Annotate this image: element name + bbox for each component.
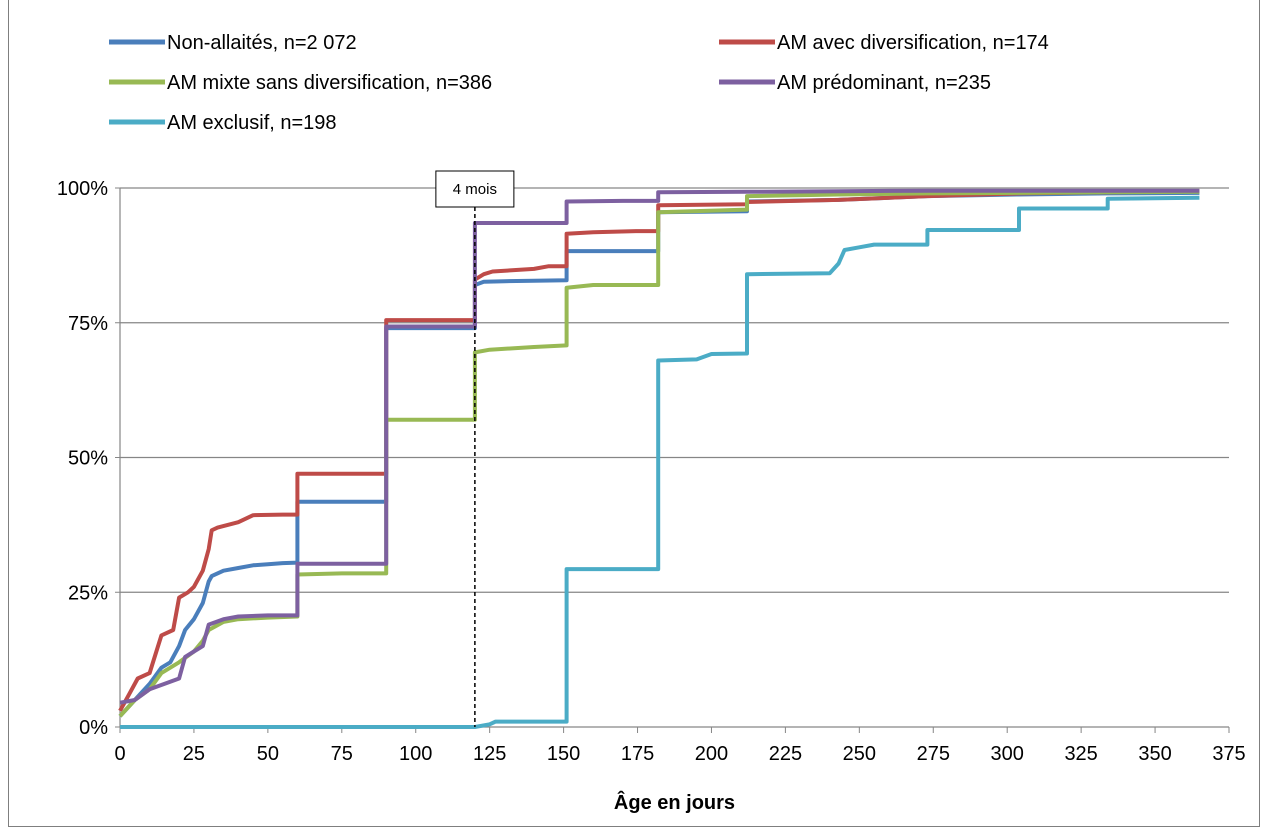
x-tick-label: 275 <box>917 743 950 765</box>
gridlines <box>120 187 1229 593</box>
legend-item-2: AM avec diversification, n=174 <box>719 32 1049 54</box>
x-tick-label: 75 <box>331 743 353 765</box>
x-tick-label: 25 <box>183 743 205 765</box>
series-line-2 <box>118 189 1200 712</box>
x-tick-label: 175 <box>621 743 654 765</box>
legend-item-4: AM prédominant, n=235 <box>719 72 991 94</box>
legend-label: AM prédominant, n=235 <box>777 72 991 94</box>
x-tick-label: 225 <box>769 743 802 765</box>
y-tick-label: 50% <box>68 448 108 470</box>
legend-item-3: AM mixte sans diversification, n=386 <box>109 72 492 94</box>
x-tick-label: 50 <box>257 743 279 765</box>
x-tick-label: 250 <box>843 743 876 765</box>
x-tick-label: 375 <box>1212 743 1245 765</box>
annotation-box <box>435 170 515 208</box>
x-tick-label: 325 <box>1064 743 1097 765</box>
legend: Non-allaités, n=2 072 AM avec diversifica… <box>109 32 1049 134</box>
chart-area: 0% 25% 50% 75% 100% 0 25 50 75 100 125 150 175 200 225… <box>57 32 1246 814</box>
x-tick-label: 300 <box>991 743 1024 765</box>
series-line-5 <box>120 195 1200 729</box>
legend-label: AM avec diversification, n=174 <box>777 32 1049 54</box>
legend-item-5: AM exclusif, n=198 <box>109 112 337 134</box>
legend-item-1: Non-allaités, n=2 072 <box>109 32 357 54</box>
legend-label: Non-allaités, n=2 072 <box>167 32 357 54</box>
y-tick-label: 75% <box>68 313 108 335</box>
axes: 0% 25% 50% 75% 100% 0 25 50 75 100 125 150 175 200 225… <box>57 178 1246 765</box>
annotation-4-mois: 4 mois <box>435 170 515 727</box>
x-tick-label: 350 <box>1138 743 1171 765</box>
y-tick-label: 100% <box>57 178 108 200</box>
x-tick-label: 0 <box>114 743 125 765</box>
x-tick-label: 150 <box>547 743 580 765</box>
series-line-4 <box>119 188 1200 705</box>
legend-label: AM exclusif, n=198 <box>167 112 337 134</box>
series-lines <box>118 188 1200 729</box>
y-tick-label: 0% <box>79 717 108 739</box>
y-tick-label: 25% <box>68 582 108 604</box>
legend-label: AM mixte sans diversification, n=386 <box>167 72 492 94</box>
x-tick-label: 100 <box>399 743 432 765</box>
annotation-label: 4 mois <box>453 181 497 198</box>
x-tick-label: 125 <box>473 743 506 765</box>
x-tick-label: 200 <box>695 743 728 765</box>
x-axis-title: Âge en jours <box>614 790 735 814</box>
chart-frame: 0% 25% 50% 75% 100% 0 25 50 75 100 125 150 175 200 225… <box>8 0 1260 827</box>
